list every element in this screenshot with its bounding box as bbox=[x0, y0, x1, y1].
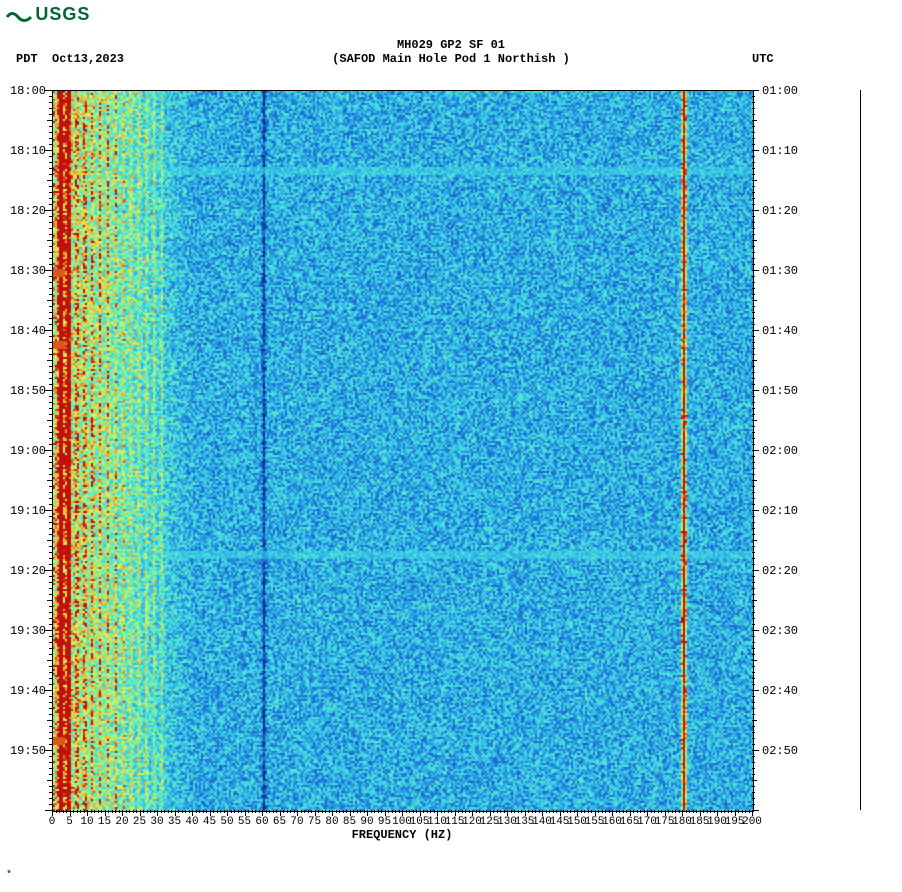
aux-right-strip bbox=[860, 90, 861, 810]
xlabel: 25 bbox=[133, 816, 146, 828]
xlabel: 95 bbox=[378, 816, 391, 828]
xlabel: 65 bbox=[273, 816, 286, 828]
xlabel: 70 bbox=[290, 816, 303, 828]
xlabel: 40 bbox=[185, 816, 198, 828]
xlabel: 15 bbox=[98, 816, 111, 828]
xlabel: 85 bbox=[343, 816, 356, 828]
xlabel: 55 bbox=[238, 816, 251, 828]
xlabel: 200 bbox=[742, 816, 762, 828]
xlabel: 20 bbox=[115, 816, 128, 828]
xlabel: 10 bbox=[80, 816, 93, 828]
xlabel: 60 bbox=[255, 816, 268, 828]
xlabel: 35 bbox=[168, 816, 181, 828]
xlabel: 30 bbox=[150, 816, 163, 828]
xaxis-bottom-labels: 0510152025303540455055606570758085909510… bbox=[0, 0, 902, 892]
xlabel: 90 bbox=[360, 816, 373, 828]
xlabel: 0 bbox=[49, 816, 56, 828]
xlabel: 50 bbox=[220, 816, 233, 828]
xlabel: 80 bbox=[325, 816, 338, 828]
xlabel: 75 bbox=[308, 816, 321, 828]
xaxis-title: FREQUENCY (HZ) bbox=[52, 828, 752, 842]
xlabel: 45 bbox=[203, 816, 216, 828]
footer-mark: * bbox=[6, 870, 12, 881]
xlabel: 5 bbox=[66, 816, 73, 828]
